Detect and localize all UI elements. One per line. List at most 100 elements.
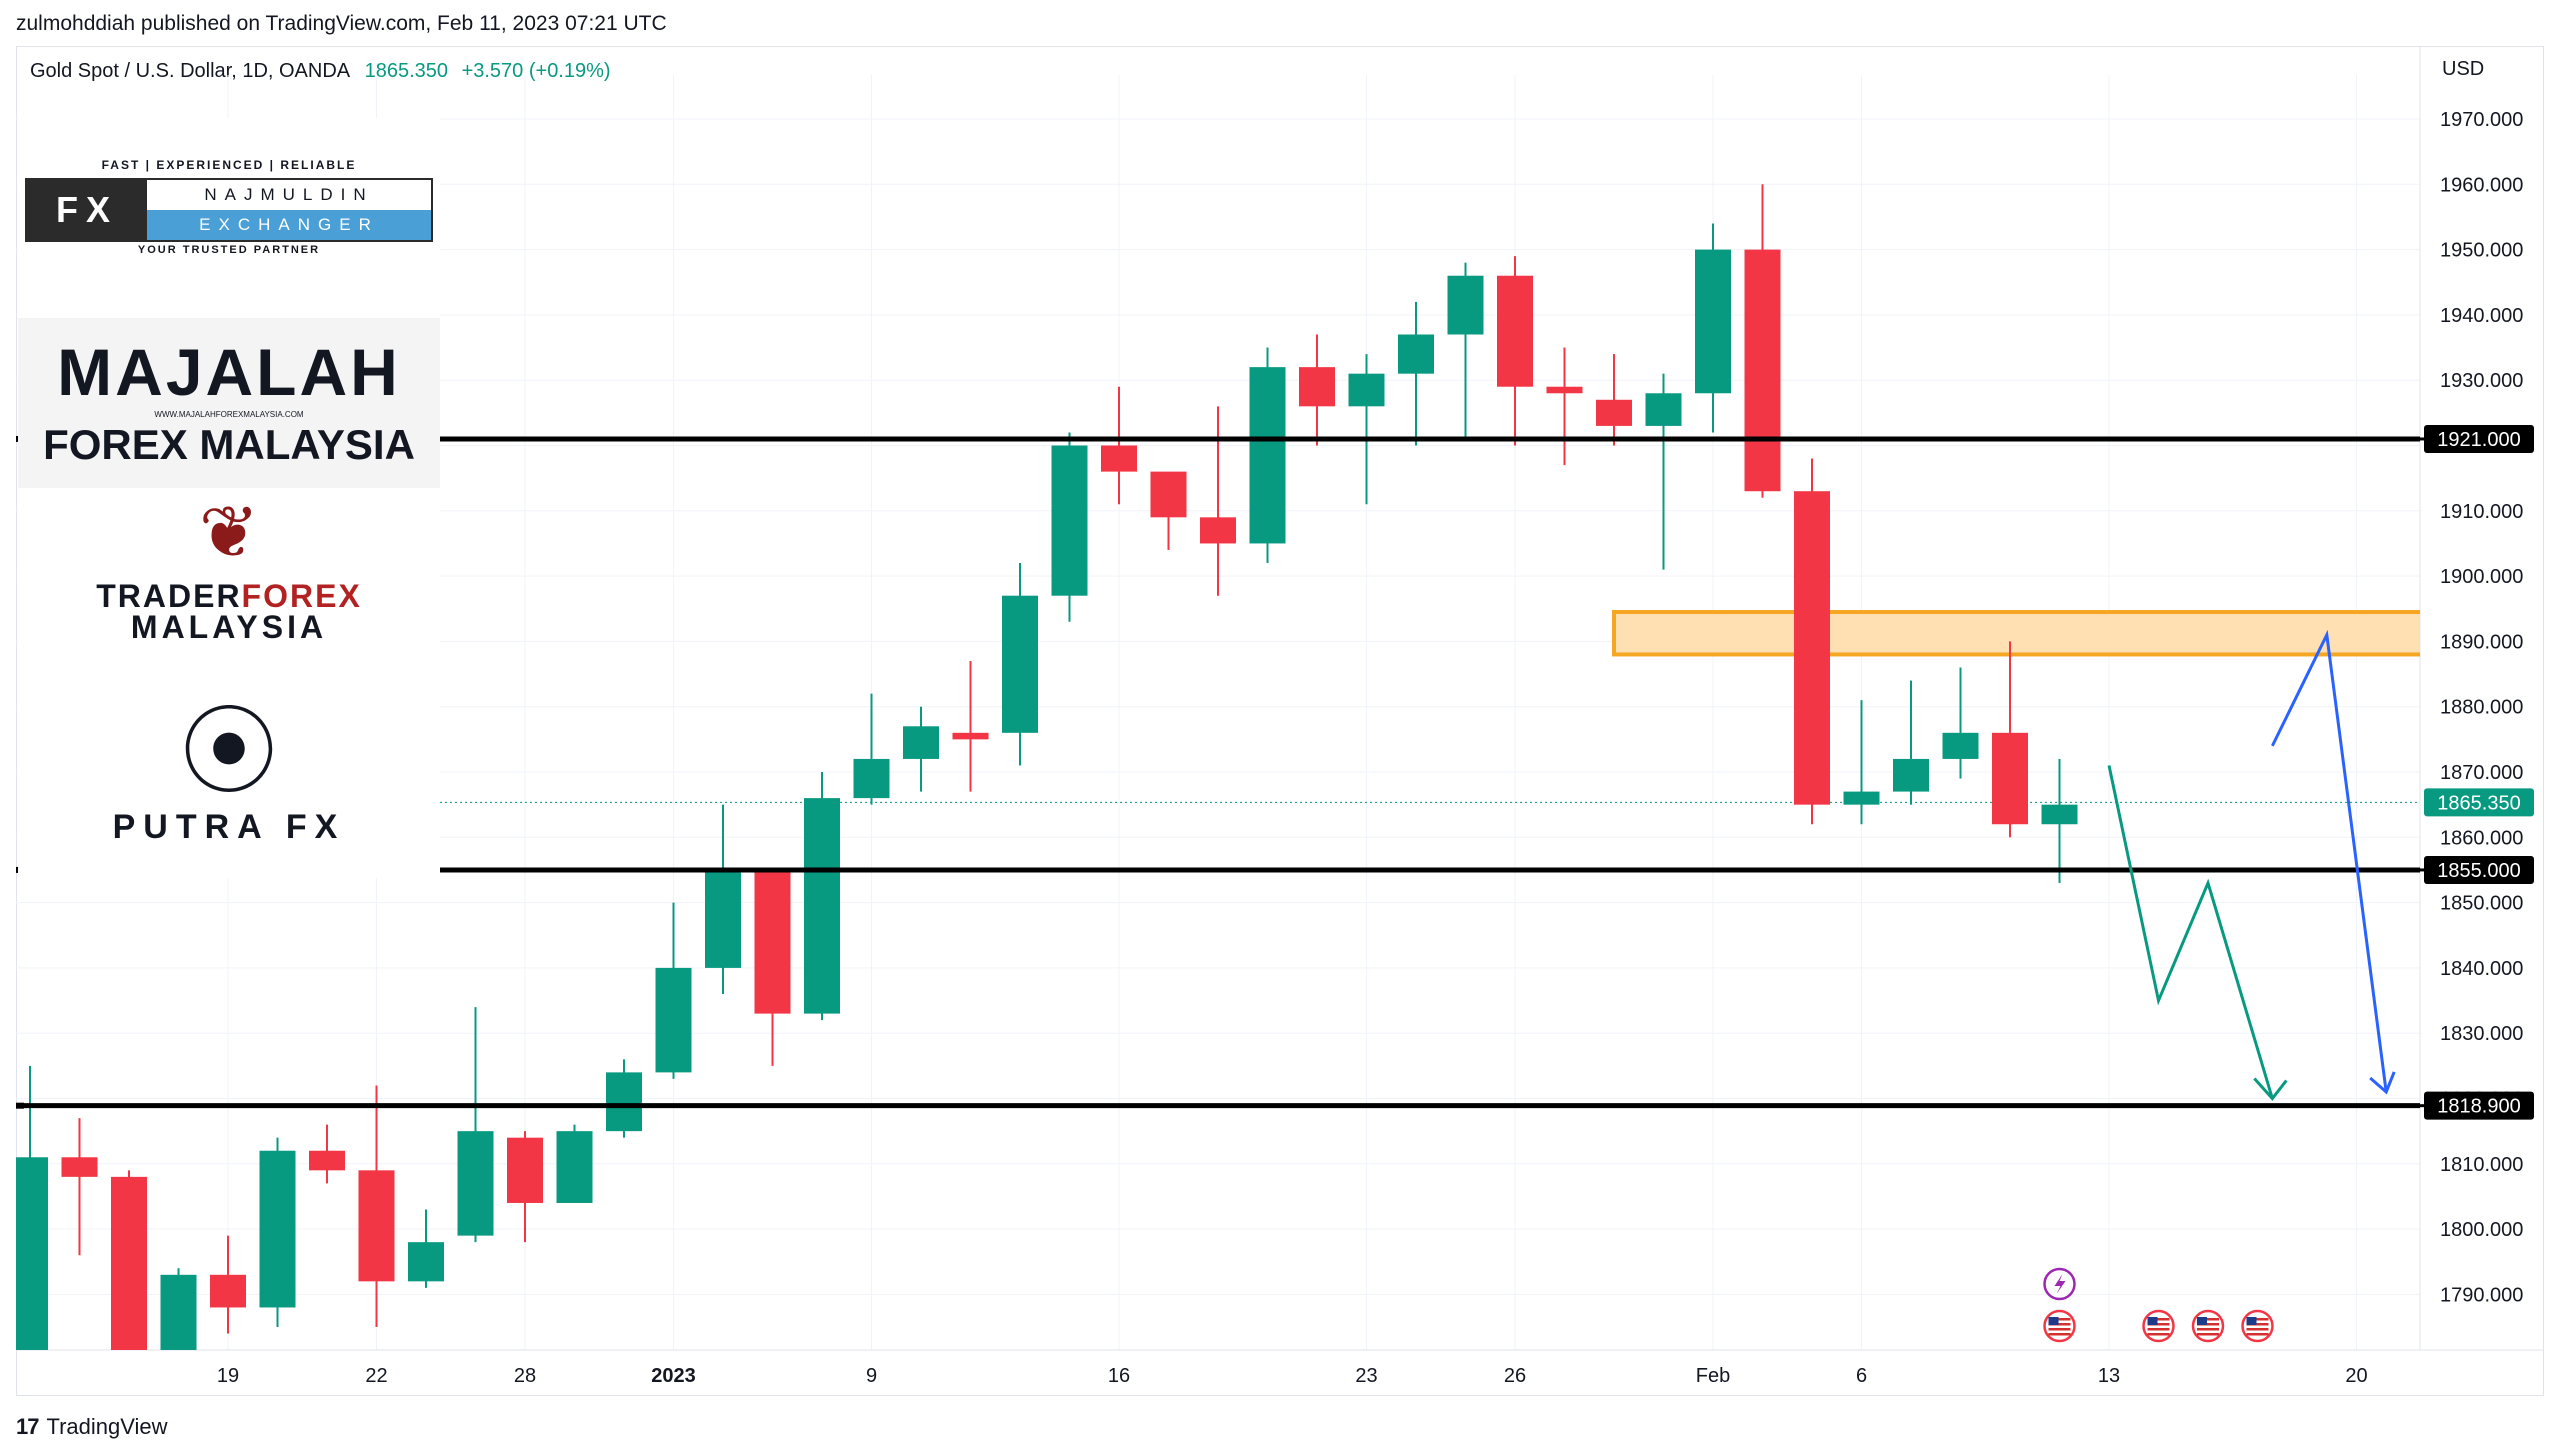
candle-body: [1546, 386, 1583, 394]
candle-body: [1051, 445, 1088, 596]
candle-body: [408, 1242, 444, 1282]
x-tick-label: 16: [1108, 1365, 1130, 1387]
candle-body: [1596, 399, 1632, 426]
y-tick-label: 1890.000: [2440, 631, 2523, 653]
traderforex-forex: FOREX: [241, 578, 362, 614]
y-tick-label: 1970.000: [2440, 109, 2523, 131]
y-tick-label: 1810.000: [2440, 1154, 2523, 1176]
x-tick-label: 20: [2345, 1365, 2367, 1387]
candle-body: [754, 869, 791, 1014]
us-flag-stripe: [2048, 1328, 2071, 1331]
fx-tagline: FAST | EXPERIENCED | RELIABLE: [101, 158, 357, 172]
lightning-bolt: [2054, 1274, 2066, 1294]
candle-body: [1348, 373, 1385, 407]
y-tick-label: 1880.000: [2440, 697, 2523, 719]
majalah-line2: FOREX MALAYSIA: [43, 421, 415, 468]
level-price-tag: [2424, 424, 2534, 453]
y-tick-label: 1860.000: [2440, 827, 2523, 849]
fx-line1: NAJMULDIN: [204, 185, 374, 204]
published-line: zulmohddiah published on TradingView.com…: [16, 12, 667, 35]
plot-area: [16, 184, 2420, 1350]
tradingview-brand[interactable]: TradingView: [46, 1414, 168, 1439]
traderforex-logo: ❦ TRADERFOREX MALAYSIA: [18, 488, 440, 646]
majalah-url: WWW.MAJALAHFOREXMALAYSIA.COM: [154, 410, 304, 419]
candle-body: [804, 798, 840, 1014]
tradingview-logo-icon[interactable]: 17: [16, 1414, 40, 1439]
x-tick-label: 28: [514, 1365, 536, 1387]
candle-body: [903, 726, 939, 759]
x-tick-label: 26: [1504, 1365, 1526, 1387]
us-flag-icon: [2241, 1309, 2274, 1343]
level-price-tag: [2424, 855, 2534, 884]
candle-body: [1447, 275, 1484, 335]
us-flag-canton: [2147, 1317, 2158, 1325]
level-price-label: 1818.900: [2437, 1096, 2520, 1118]
footer: 17 TradingView: [16, 1414, 168, 1440]
current-price-label: 1865.350: [2437, 792, 2520, 814]
us-flag-icon: [2043, 1309, 2076, 1343]
candle-body: [358, 1170, 395, 1282]
candle-body: [853, 758, 890, 799]
candle-body: [1200, 517, 1236, 544]
y-tick-label: 1840.000: [2440, 958, 2523, 980]
level-price-label: 1855.000: [2437, 860, 2520, 882]
candle-body: [210, 1274, 246, 1308]
us-flag-stripe: [2147, 1323, 2170, 1326]
candle-body: [1002, 595, 1038, 733]
us-flag-stripe: [2147, 1333, 2170, 1336]
us-flag-icon: [2142, 1309, 2175, 1343]
candle-body: [1398, 334, 1434, 374]
projection-blue-path: [2271, 629, 2388, 1093]
candle-body: [1744, 249, 1781, 492]
symbol-bar: Gold Spot / U.S. Dollar, 1D, OANDA 1865.…: [30, 60, 611, 83]
tiger-icon: ❦: [198, 493, 260, 573]
us-flag-canton: [2048, 1317, 2059, 1325]
fx-najmuldin-logo: FAST | EXPERIENCED | RELIABLE FX NAJMULD…: [18, 158, 440, 256]
price-change: +3.570 (+0.19%): [461, 60, 611, 82]
level-left-marker: [16, 1102, 24, 1109]
candle-body: [952, 732, 989, 740]
candle-body: [259, 1150, 296, 1308]
candle-body: [61, 1157, 98, 1177]
us-flag-stripe: [2048, 1323, 2071, 1326]
candle-body: [507, 1137, 543, 1203]
us-flag-stripe: [2197, 1323, 2219, 1326]
x-tick-label: 2023: [651, 1365, 696, 1387]
us-flag-icon: [2191, 1309, 2225, 1343]
candle-body: [1695, 249, 1731, 394]
candle-body: [111, 1176, 147, 1350]
candle-body: [2041, 804, 2078, 825]
us-flag-stripe: [2197, 1328, 2219, 1331]
x-tick-label: 23: [1355, 1365, 1377, 1387]
candle-body: [1249, 367, 1286, 544]
y-tick-label: 1830.000: [2440, 1023, 2523, 1045]
traderforex-trader: TRADER: [96, 578, 242, 614]
us-flag-stripe: [2197, 1333, 2219, 1336]
x-tick-label: 13: [2098, 1365, 2120, 1387]
y-tick-label: 1800.000: [2440, 1219, 2523, 1241]
y-tick-label: 1960.000: [2440, 174, 2523, 196]
candle-body: [655, 967, 692, 1073]
x-tick-label: Feb: [1696, 1365, 1730, 1387]
symbol-title[interactable]: Gold Spot / U.S. Dollar, 1D, OANDA: [30, 60, 350, 82]
x-tick-label: 22: [365, 1365, 387, 1387]
us-flag-stripe: [2147, 1318, 2170, 1321]
candle-body: [1299, 367, 1335, 407]
us-flag-stripe: [2048, 1333, 2071, 1336]
us-flag-stripe: [2246, 1333, 2269, 1336]
y-tick-label: 1790.000: [2440, 1284, 2523, 1306]
resistance-zone: [1612, 610, 2420, 657]
candle-body: [705, 869, 741, 968]
projection-green-path: [2107, 765, 2274, 1099]
us-flag-stripe: [2246, 1328, 2269, 1331]
candle-body: [1497, 275, 1533, 387]
us-flag-canton: [2246, 1317, 2257, 1325]
x-tick-label: 6: [1856, 1365, 1867, 1387]
level-price-tag: [2424, 1091, 2534, 1120]
currency-label[interactable]: USD: [2442, 58, 2485, 80]
level-price-label: 1921.000: [2437, 429, 2520, 451]
us-flag-stripe: [2246, 1323, 2269, 1326]
us-flag-stripe: [2246, 1318, 2269, 1321]
current-price-tag: [2424, 788, 2534, 817]
